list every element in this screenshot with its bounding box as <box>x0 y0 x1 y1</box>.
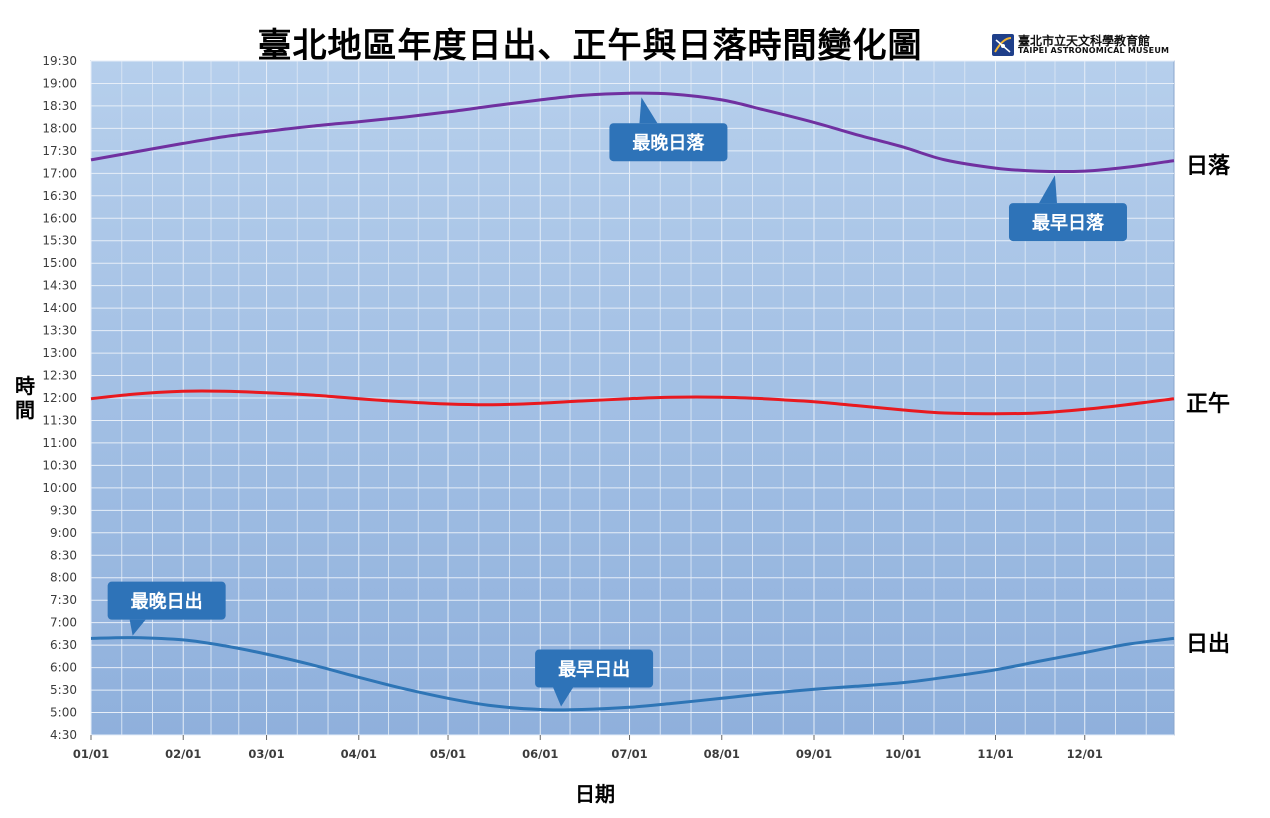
callout-label: 最早日落 <box>1032 213 1105 234</box>
y-tick-label: 17:30 <box>42 144 77 158</box>
series-label-sunset: 日落 <box>1186 154 1231 179</box>
y-tick-label: 19:00 <box>42 76 77 90</box>
y-tick-label: 16:30 <box>42 189 77 203</box>
y-tick-label: 9:00 <box>50 526 77 540</box>
gridlines <box>90 60 1174 736</box>
callout-pointer <box>1038 175 1057 204</box>
y-tick-label: 12:30 <box>42 369 77 383</box>
y-tick-label: 16:00 <box>42 211 77 225</box>
y-tick-label: 15:30 <box>42 234 77 248</box>
museum-name: 臺北市立天文科學教育館 <box>1018 34 1151 48</box>
x-tick-label: 02/01 <box>165 747 201 761</box>
callout: 最晚日落 <box>609 97 728 162</box>
chart-title: 臺北地區年度日出、正午與日落時間變化圖 <box>257 26 923 66</box>
y-tick-label: 11:30 <box>42 413 77 427</box>
museum-english-name: TAIPEI ASTRONOMICAL MUSEUM <box>1018 46 1170 55</box>
callout-pointer <box>553 687 574 707</box>
x-tick-label: 05/01 <box>430 747 466 761</box>
y-tick-label: 13:00 <box>42 346 77 360</box>
series-label-sunrise: 日出 <box>1186 632 1231 657</box>
y-axis-label-char: 時 <box>15 374 35 398</box>
x-tick-label: 06/01 <box>522 747 558 761</box>
y-tick-label: 18:00 <box>42 121 77 135</box>
x-tick-label: 08/01 <box>704 747 740 761</box>
y-tick-label: 10:30 <box>42 458 77 472</box>
x-tick-label: 03/01 <box>248 747 284 761</box>
callout: 最晚日出 <box>107 581 226 636</box>
y-tick-label: 18:30 <box>42 99 77 113</box>
y-tick-label: 10:00 <box>42 481 77 495</box>
callout: 最早日落 <box>1008 175 1127 242</box>
x-tick-label: 04/01 <box>341 747 377 761</box>
y-tick-label: 7:30 <box>50 593 77 607</box>
x-tick-label: 10/01 <box>885 747 921 761</box>
y-tick-label: 6:30 <box>50 638 77 652</box>
y-tick-label: 5:00 <box>50 706 77 720</box>
y-tick-label: 17:00 <box>42 166 77 180</box>
y-tick-label: 7:00 <box>50 616 77 630</box>
callout-label: 最早日出 <box>558 659 630 681</box>
series-label-noon: 正午 <box>1186 392 1231 417</box>
callout: 最早日出 <box>535 649 654 707</box>
y-tick-label: 8:00 <box>50 571 77 585</box>
series-line-日出 <box>90 636 1175 712</box>
x-tick-label: 07/01 <box>611 747 647 761</box>
y-tick-label: 5:30 <box>50 683 77 697</box>
y-axis-label-char: 間 <box>15 398 35 422</box>
callout-box <box>1008 203 1127 242</box>
series-line-正午 <box>90 389 1175 416</box>
callout-label: 最晚日出 <box>131 591 203 613</box>
y-tick-label: 13:30 <box>42 324 77 338</box>
x-axis-label: 日期 <box>575 782 615 806</box>
x-tick-label: 09/01 <box>796 747 832 761</box>
y-tick-label: 14:30 <box>42 279 77 293</box>
series-lines <box>90 91 1175 712</box>
callout-box <box>535 649 654 688</box>
callout-box <box>609 123 728 162</box>
x-tick-label: 12/01 <box>1067 747 1103 761</box>
series-line-日落 <box>90 91 1175 174</box>
y-tick-label: 19:30 <box>42 54 77 68</box>
callout-box <box>107 581 226 620</box>
y-tick-label: 6:00 <box>50 661 77 675</box>
y-tick-label: 8:30 <box>50 548 77 562</box>
callout-label: 最晚日落 <box>632 132 705 154</box>
museum-logo: 臺北市立天文科學教育館 TAIPEI ASTRONOMICAL MUSEUM <box>992 34 1182 58</box>
y-axis-label: 時間 <box>10 374 40 422</box>
y-tick-label: 14:00 <box>42 301 77 315</box>
axis-ticks: 4:30 5:00 5:30 6:00 6:30 7:00 7:30 8:00 8:30 9:00… <box>42 54 1102 761</box>
y-tick-label: 15:00 <box>42 256 77 270</box>
museum-logo-icon <box>992 34 1014 56</box>
x-tick-label: 11/01 <box>977 747 1013 761</box>
callout-pointer <box>129 619 146 636</box>
y-tick-label: 11:00 <box>42 436 77 450</box>
y-tick-label: 12:00 <box>42 391 77 405</box>
callout-pointer <box>639 97 658 124</box>
y-tick-label: 4:30 <box>50 728 77 742</box>
x-tick-label: 01/01 <box>73 747 109 761</box>
y-tick-label: 9:30 <box>50 503 77 517</box>
